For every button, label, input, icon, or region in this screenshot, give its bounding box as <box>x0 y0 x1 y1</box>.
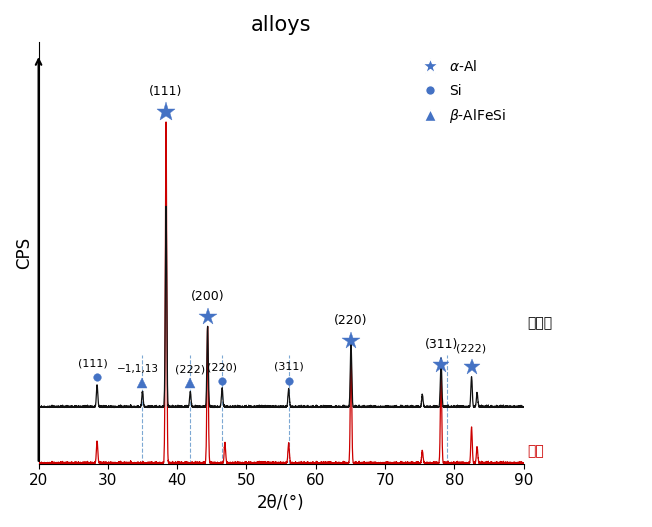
Text: (220): (220) <box>207 362 237 372</box>
Text: −1,1,13: −1,1,13 <box>117 364 158 374</box>
Text: (111): (111) <box>149 85 183 98</box>
Text: (311): (311) <box>424 338 458 351</box>
Text: (200): (200) <box>191 290 224 303</box>
Text: (111): (111) <box>78 358 108 368</box>
Text: (220): (220) <box>334 314 368 327</box>
Title: alloys: alloys <box>251 15 311 35</box>
Text: (222): (222) <box>175 364 205 374</box>
Text: (311): (311) <box>274 362 304 372</box>
Y-axis label: CPS: CPS <box>15 237 33 269</box>
X-axis label: 2θ/(°): 2θ/(°) <box>258 494 305 512</box>
Text: (222): (222) <box>456 343 486 353</box>
Legend: $\alpha$-Al, Si, $\beta$-AlFeSi: $\alpha$-Al, Si, $\beta$-AlFeSi <box>410 53 512 131</box>
Text: 时效态: 时效态 <box>527 316 552 330</box>
Text: 铸态: 铸态 <box>527 445 544 458</box>
